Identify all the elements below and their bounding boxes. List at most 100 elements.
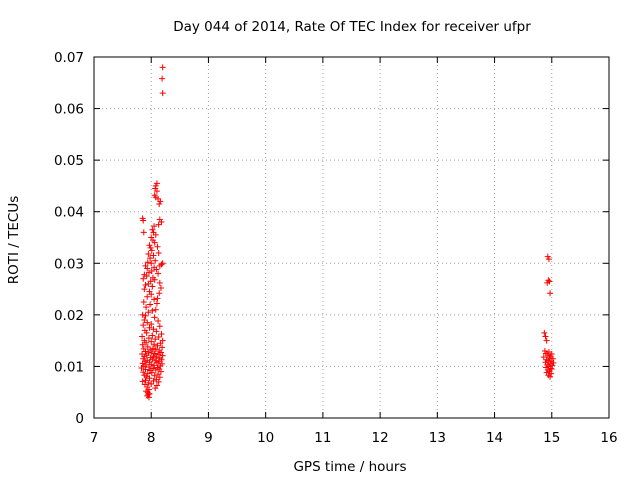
data-point (139, 341, 146, 348)
data-point (157, 198, 164, 205)
data-point (156, 374, 163, 381)
data-point (150, 377, 157, 384)
data-point (143, 304, 150, 311)
x-tick-label: 11 (314, 430, 331, 446)
y-axis-label: ROTI / TECUs (6, 196, 22, 284)
data-point (151, 239, 158, 246)
data-point (140, 275, 147, 282)
data-point (147, 244, 154, 251)
data-point (147, 255, 154, 262)
x-tick-label: 8 (147, 430, 156, 446)
data-point (151, 362, 158, 369)
data-point (142, 281, 149, 288)
data-point (159, 260, 166, 267)
x-tick-label: 9 (204, 430, 213, 446)
data-point (139, 333, 146, 340)
x-tick-label: 12 (372, 430, 389, 446)
data-point (143, 339, 150, 346)
data-point (153, 188, 160, 195)
data-point (144, 259, 151, 266)
data-point (150, 252, 157, 259)
data-point (145, 379, 152, 386)
data-point (147, 301, 154, 308)
y-tick-label: 0.07 (54, 50, 84, 66)
data-point (547, 290, 554, 297)
data-point (549, 362, 556, 369)
x-tick-label: 14 (486, 430, 503, 446)
x-axis-label: GPS time / hours (293, 459, 406, 475)
data-point (157, 285, 164, 292)
data-point (139, 378, 146, 385)
data-point (152, 336, 159, 343)
data-point (149, 332, 156, 339)
data-point (145, 251, 152, 258)
y-tick-label: 0 (75, 411, 84, 427)
x-tick-label: 7 (90, 430, 99, 446)
data-point (145, 269, 152, 276)
data-point (543, 337, 550, 344)
data-point (138, 364, 145, 371)
data-point (157, 340, 164, 347)
data-point (155, 221, 162, 228)
data-point (145, 394, 152, 401)
chart-title: Day 044 of 2014, Rate Of TEC Index for r… (173, 19, 531, 35)
data-point (146, 375, 153, 382)
data-point (151, 372, 158, 379)
data-point (139, 311, 146, 318)
data-point (545, 277, 552, 284)
data-point (159, 344, 166, 351)
data-point (152, 385, 159, 392)
data-point (550, 359, 557, 366)
data-point (541, 347, 548, 354)
data-point (544, 253, 551, 260)
data-point (148, 338, 155, 345)
data-point (155, 378, 162, 385)
data-point (144, 343, 151, 350)
y-tick-label: 0.03 (54, 256, 84, 272)
data-point (159, 64, 166, 71)
data-point (155, 334, 162, 341)
y-tick-label: 0.05 (54, 153, 84, 169)
data-point (148, 291, 155, 298)
y-tick-labels: 0 0.01 0.02 0.03 0.04 0.05 0.06 0.07 (54, 50, 84, 427)
data-point (153, 266, 160, 273)
y-tick-label: 0.01 (54, 359, 84, 375)
axis-ticks (93, 56, 610, 419)
data-point (151, 350, 158, 357)
data-point (151, 296, 158, 303)
data-point (152, 257, 159, 264)
data-point (149, 283, 156, 290)
data-point (148, 380, 155, 387)
data-point (152, 182, 159, 189)
y-tick-label: 0.06 (54, 102, 84, 118)
data-point (541, 329, 548, 336)
data-point (145, 280, 152, 287)
data-point (153, 180, 160, 187)
data-points (138, 64, 557, 401)
data-point (542, 333, 549, 340)
data-point (151, 223, 158, 230)
data-point (144, 293, 151, 300)
data-point (155, 371, 162, 378)
data-point (141, 286, 148, 293)
data-point (547, 373, 554, 380)
data-point (159, 352, 166, 359)
data-point (152, 306, 159, 313)
plot-frame (93, 56, 610, 419)
data-point (146, 324, 153, 331)
x-tick-label: 10 (257, 430, 274, 446)
data-point (148, 260, 155, 267)
data-point (153, 328, 160, 335)
y-tick-label: 0.02 (54, 308, 84, 324)
data-point (151, 314, 158, 321)
data-point (140, 217, 147, 224)
data-point (144, 370, 151, 377)
data-point (144, 265, 151, 272)
data-point (143, 273, 150, 280)
data-point (153, 354, 160, 361)
data-point (145, 363, 152, 370)
data-point (148, 321, 155, 328)
data-point (151, 276, 158, 283)
